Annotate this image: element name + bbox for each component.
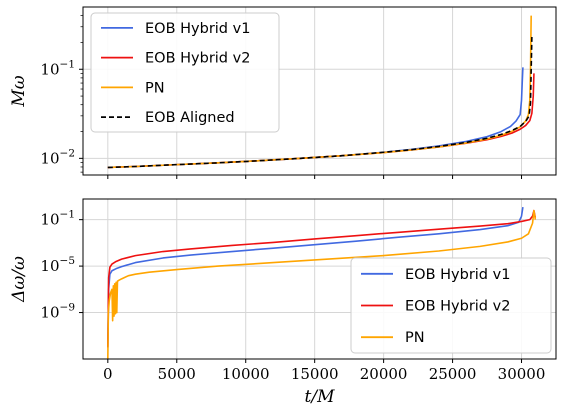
legend-label: EOB Hybrid v2 <box>145 51 250 67</box>
x-axis-label: t/M <box>305 387 336 407</box>
series-line-eob-aligned <box>107 37 533 169</box>
legend-label: EOB Hybrid v1 <box>405 267 510 283</box>
x-tick-label: 5000 <box>158 365 196 383</box>
legend-label: EOB Aligned <box>145 110 235 126</box>
x-tick-label: 0 <box>103 365 113 383</box>
legend-label: EOB Hybrid v1 <box>145 21 250 37</box>
series-line-eob-hybrid-v2 <box>107 209 537 348</box>
plot-frame <box>82 6 557 176</box>
plot-frame <box>82 198 557 360</box>
y-axis-label: Mω <box>9 75 29 107</box>
x-tick-label: 15000 <box>291 365 339 383</box>
y-tick-label: 10−5 <box>40 255 75 275</box>
legend-label: PN <box>145 80 165 96</box>
legend-label: PN <box>405 330 425 346</box>
legend-label: EOB Hybrid v2 <box>405 299 510 315</box>
y-tick-label: 10−2 <box>40 147 75 167</box>
x-tick-label: 25000 <box>429 365 477 383</box>
x-tick-label: 20000 <box>360 365 408 383</box>
y-tick-label: 10−1 <box>40 58 75 78</box>
x-tick-label: 10000 <box>222 365 270 383</box>
legend: EOB Hybrid v1 EOB Hybrid v2 PN EOB Aligned <box>90 12 280 133</box>
series-line-eob-hybrid-v1 <box>107 206 524 348</box>
legend: EOB Hybrid v1 EOB Hybrid v2 PN <box>350 257 552 354</box>
chart-panel-2: 0 5000 10000 15000 20000 25000 30000 10−9 10−5 10… <box>9 198 557 407</box>
y-tick-label: 10−9 <box>40 302 75 322</box>
y-axis-label: Δω/ω <box>9 256 29 303</box>
x-tick-label: 30000 <box>498 365 546 383</box>
series-line-pn <box>107 209 537 359</box>
y-tick-label: 10−1 <box>40 209 75 229</box>
